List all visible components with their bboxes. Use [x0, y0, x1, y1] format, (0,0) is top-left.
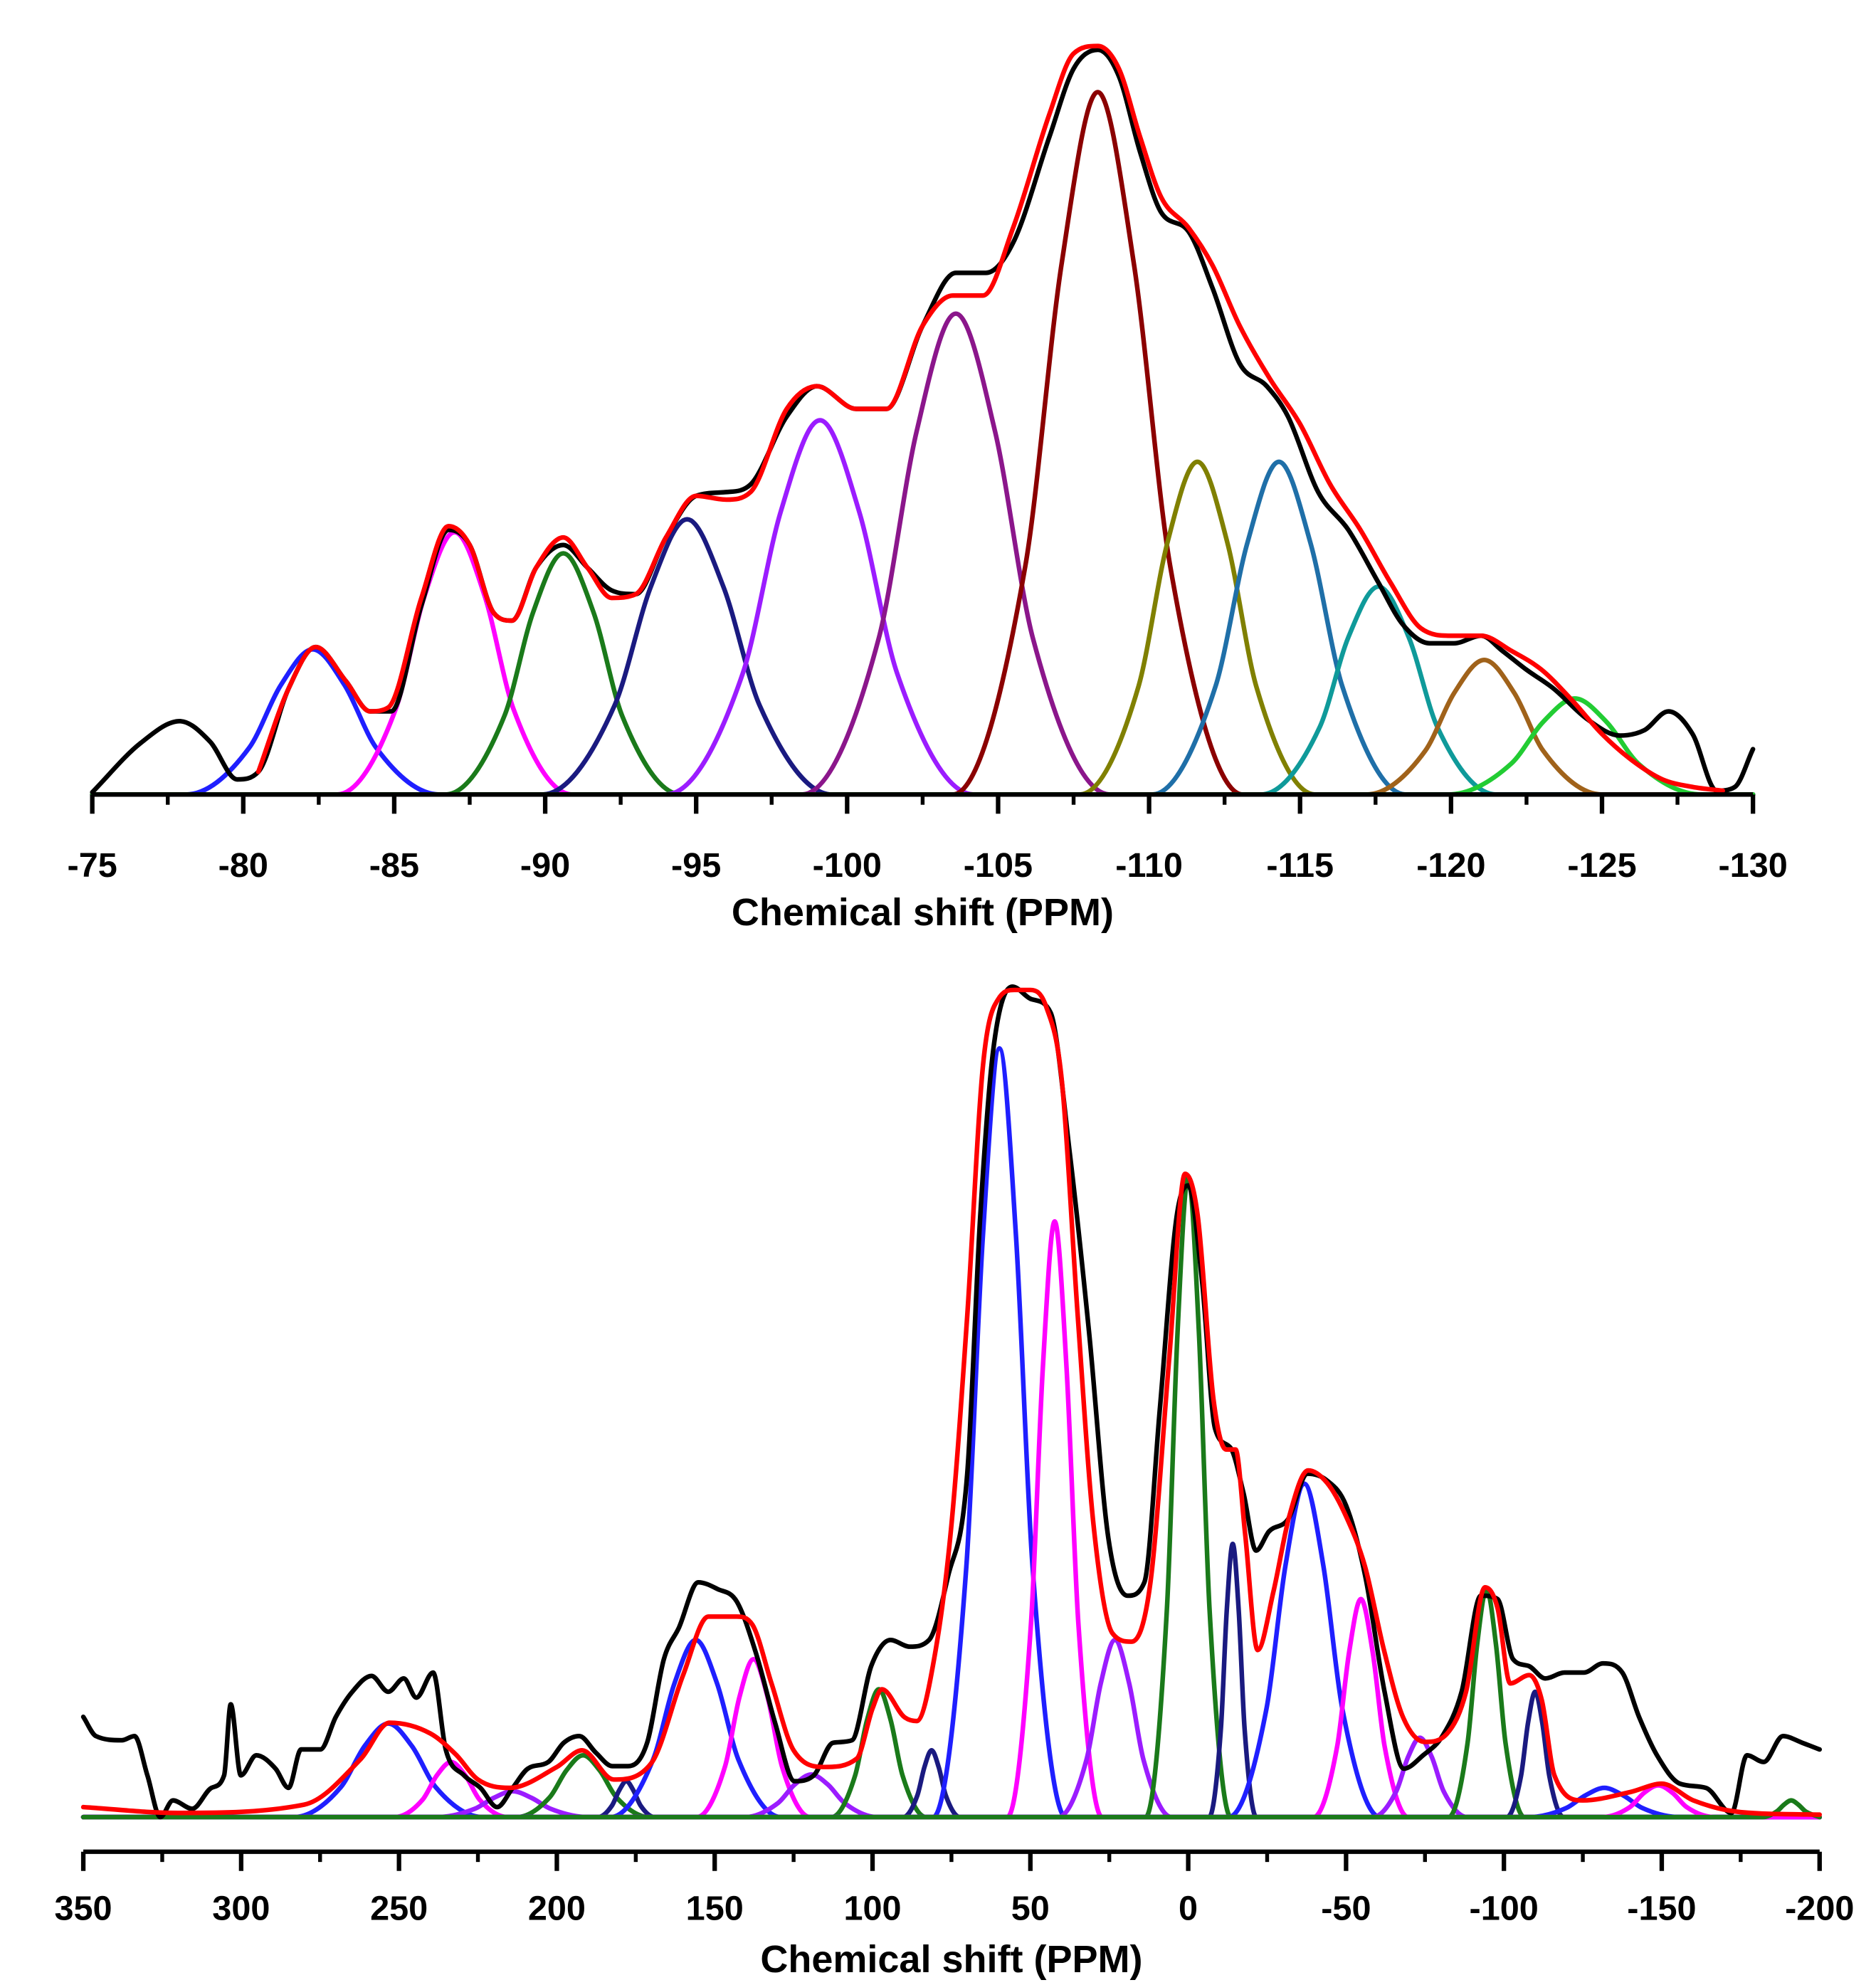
x-tick-label: -95	[671, 846, 721, 885]
x-tick-label: -100	[813, 846, 882, 885]
x-tick-label: 50	[1011, 1889, 1050, 1927]
x-tick-label: -130	[1718, 846, 1787, 885]
x-tick-label: -150	[1627, 1889, 1696, 1927]
x-tick-label: -100	[1470, 1889, 1539, 1927]
x-tick-label: 100	[843, 1889, 901, 1927]
x-tick-label: 0	[1179, 1889, 1198, 1927]
x-tick-label: 200	[528, 1889, 586, 1927]
x-tick-label: 250	[370, 1889, 428, 1927]
x-tick-label: -200	[1785, 1889, 1854, 1927]
x-axis-title: Chemical shift (PPM)	[760, 1938, 1142, 1981]
x-tick-label: 350	[55, 1889, 112, 1927]
x-tick-label: -50	[1321, 1889, 1371, 1927]
x-axis-title: Chemical shift (PPM)	[732, 891, 1114, 934]
x-tick-label: -115	[1266, 846, 1334, 885]
x-tick-label: 150	[686, 1889, 744, 1927]
x-tick-label: -80	[218, 846, 268, 885]
x-tick-label: -125	[1567, 846, 1636, 885]
x-tick-label: -105	[964, 846, 1033, 885]
x-tick-label: -90	[520, 846, 570, 885]
spectrum-curve	[80, 987, 1822, 1817]
spectrum-curve	[255, 43, 1725, 794]
x-tick-label: -110	[1115, 846, 1183, 885]
spectrum-curve	[80, 984, 1822, 1820]
x-tick-label: -85	[369, 846, 419, 885]
x-tick-label: 300	[212, 1889, 270, 1927]
x-tick-label: -75	[68, 846, 117, 885]
x-tick-label: -120	[1416, 846, 1485, 885]
